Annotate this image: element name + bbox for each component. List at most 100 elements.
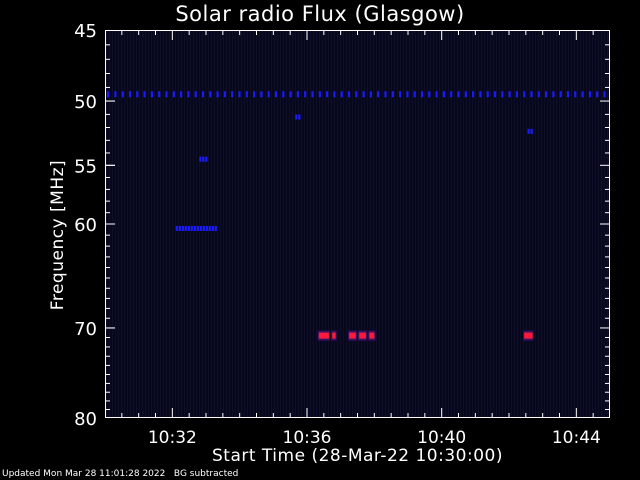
- emission-blob-dot: [211, 225, 214, 231]
- x-tick-label: 10:40: [417, 428, 466, 448]
- band-line-dot: [187, 91, 190, 98]
- band-line-dot: [464, 91, 467, 98]
- y-tick-label: 55: [74, 156, 97, 177]
- band-line-dot: [201, 91, 205, 98]
- band-line-dot: [296, 91, 299, 98]
- band-line-dot: [216, 91, 219, 98]
- band-line-dot: [318, 91, 321, 98]
- band-line-dot: [209, 91, 212, 98]
- band-line-dot: [340, 91, 343, 98]
- band-line-dot: [399, 91, 402, 98]
- emission-blob-dot: [205, 156, 208, 162]
- radio-burst-7: [348, 330, 357, 341]
- band-line-dot: [107, 91, 110, 98]
- radio-burst-8: [358, 330, 367, 341]
- radio-burst-9: [368, 330, 376, 341]
- band-line-dot: [501, 91, 504, 98]
- band-line-dot: [472, 91, 475, 98]
- emission-blob-dot: [187, 225, 190, 231]
- band-line-dot: [333, 91, 336, 98]
- spectrogram-features: [107, 91, 606, 341]
- band-line-dot: [267, 91, 270, 98]
- band-line-dot: [369, 91, 372, 98]
- band-line-dot: [479, 91, 482, 98]
- band-line-dot: [603, 91, 606, 98]
- band-line-dot: [435, 91, 438, 98]
- band-line-dot: [289, 91, 292, 98]
- band-line-dot: [545, 91, 548, 98]
- band-line-dot: [121, 91, 124, 98]
- emission-blob-dot: [199, 225, 202, 231]
- band-line-dot: [574, 91, 577, 98]
- band-line-dot: [245, 91, 248, 98]
- emission-blob-dot: [196, 225, 199, 231]
- emission-blob-dot: [202, 225, 205, 231]
- band-line-dot: [114, 91, 117, 98]
- x-tick-label: 10:32: [148, 428, 197, 448]
- band-line-dot: [231, 91, 234, 98]
- emission-blob-dot: [527, 128, 530, 134]
- band-line-dot: [311, 91, 314, 98]
- band-line-dot: [588, 91, 591, 98]
- band-line-dot: [442, 91, 445, 98]
- band-line-dot: [457, 91, 460, 98]
- band-line-dot: [515, 91, 518, 98]
- radio-burst-core: [349, 332, 356, 339]
- radio-burst-core: [318, 332, 329, 339]
- y-axis: 45 50 55 60 70 80: [74, 21, 610, 430]
- y-tick-label: 60: [74, 215, 97, 236]
- emission-blob-dot: [298, 114, 301, 120]
- emission-blob-dot: [208, 225, 211, 231]
- band-line-dot: [143, 91, 146, 98]
- band-line-dot: [150, 91, 153, 98]
- band-line-dot: [260, 91, 263, 98]
- band-line-dot: [530, 91, 533, 98]
- y-tick-label: 45: [74, 21, 97, 42]
- emission-blob-dot: [202, 156, 205, 162]
- y-tick-label: 70: [74, 319, 97, 340]
- radio-burst-core: [369, 332, 375, 339]
- plot-area: [105, 30, 610, 418]
- band-line-dot: [450, 91, 453, 98]
- y-tick-label: 80: [74, 409, 97, 430]
- band-line-dot: [566, 91, 570, 98]
- emission-blob-4: [527, 128, 533, 134]
- chart-title: Solar radio Flux (Glasgow): [175, 2, 465, 26]
- band-line-0: [107, 91, 606, 98]
- band-line-dot: [347, 91, 351, 98]
- radio-burst-core: [332, 332, 336, 339]
- radio-burst-5: [317, 330, 330, 341]
- band-line-dot: [253, 91, 256, 98]
- emission-blob-dot: [205, 225, 208, 231]
- x-tick-label: 10:44: [552, 428, 601, 448]
- band-line-dot: [304, 91, 307, 98]
- band-line-dot: [596, 91, 599, 98]
- band-line-dot: [552, 91, 555, 98]
- emission-blob-dot: [295, 114, 298, 120]
- band-line-dot: [194, 91, 197, 98]
- y-tick-label: 50: [74, 92, 97, 113]
- band-line-dot: [420, 91, 424, 98]
- band-line-dot: [377, 91, 380, 98]
- emission-blob-dot: [184, 225, 187, 231]
- band-line-dot: [326, 91, 329, 98]
- band-line-dot: [406, 91, 409, 98]
- band-line-dot: [274, 91, 278, 98]
- band-line-dot: [282, 91, 285, 98]
- emission-blob-dot: [530, 128, 533, 134]
- emission-blob-2: [199, 156, 208, 162]
- band-line-dot: [523, 91, 526, 98]
- band-line-dot: [172, 91, 175, 98]
- emission-blob-dot: [214, 225, 217, 231]
- band-line-dot: [355, 91, 358, 98]
- band-line-dot: [136, 91, 139, 98]
- band-line-dot: [486, 91, 489, 98]
- band-line-dot: [165, 91, 168, 98]
- band-line-dot: [559, 91, 562, 98]
- radio-burst-10: [523, 330, 534, 341]
- band-line-dot: [238, 91, 241, 98]
- emission-blob-3: [295, 114, 301, 120]
- x-tick-label: 10:36: [283, 428, 332, 448]
- update-footer: Updated Mon Mar 28 11:01:28 2022 BG subt…: [2, 469, 239, 479]
